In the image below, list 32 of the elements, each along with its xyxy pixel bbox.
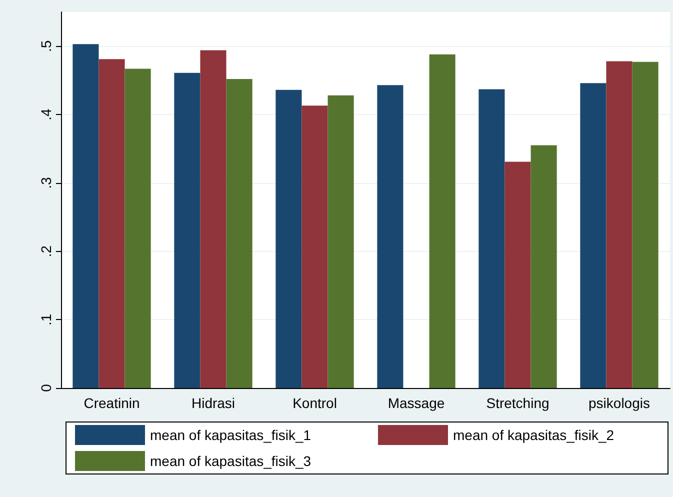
bar bbox=[124, 68, 151, 388]
bar bbox=[478, 89, 505, 388]
y-tick-label: .5 bbox=[38, 40, 54, 52]
y-tick-label: .1 bbox=[38, 314, 54, 326]
y-tick-label: .2 bbox=[38, 245, 54, 258]
x-tick-label: Stretching bbox=[486, 395, 550, 411]
x-tick-label: Creatinin bbox=[84, 395, 140, 411]
legend-label: mean of kapasitas_fisik_1 bbox=[150, 427, 312, 443]
legend-label: mean of kapasitas_fisik_2 bbox=[453, 427, 614, 443]
bar bbox=[72, 44, 99, 388]
bar bbox=[302, 106, 328, 388]
bar bbox=[377, 85, 404, 388]
y-tick-label: 0 bbox=[38, 384, 54, 392]
legend-label: mean of kapasitas_fisik_3 bbox=[150, 453, 312, 469]
y-tick-label: .3 bbox=[38, 176, 54, 189]
bar bbox=[98, 59, 125, 388]
bar bbox=[200, 50, 226, 388]
bar bbox=[226, 78, 252, 388]
bar bbox=[429, 54, 456, 388]
bar bbox=[632, 62, 658, 388]
bar bbox=[606, 61, 632, 388]
bar bbox=[504, 162, 531, 388]
bar bbox=[276, 90, 302, 388]
x-tick-label: Kontrol bbox=[292, 395, 337, 411]
bar bbox=[530, 145, 557, 388]
bar bbox=[174, 72, 200, 388]
bar bbox=[580, 83, 606, 388]
bar bbox=[328, 95, 354, 388]
x-tick-label: psikologis bbox=[588, 395, 650, 411]
x-tick-label: Hidrasi bbox=[191, 395, 236, 411]
y-tick-label: .4 bbox=[38, 108, 54, 120]
x-tick-label: Massage bbox=[388, 395, 445, 411]
